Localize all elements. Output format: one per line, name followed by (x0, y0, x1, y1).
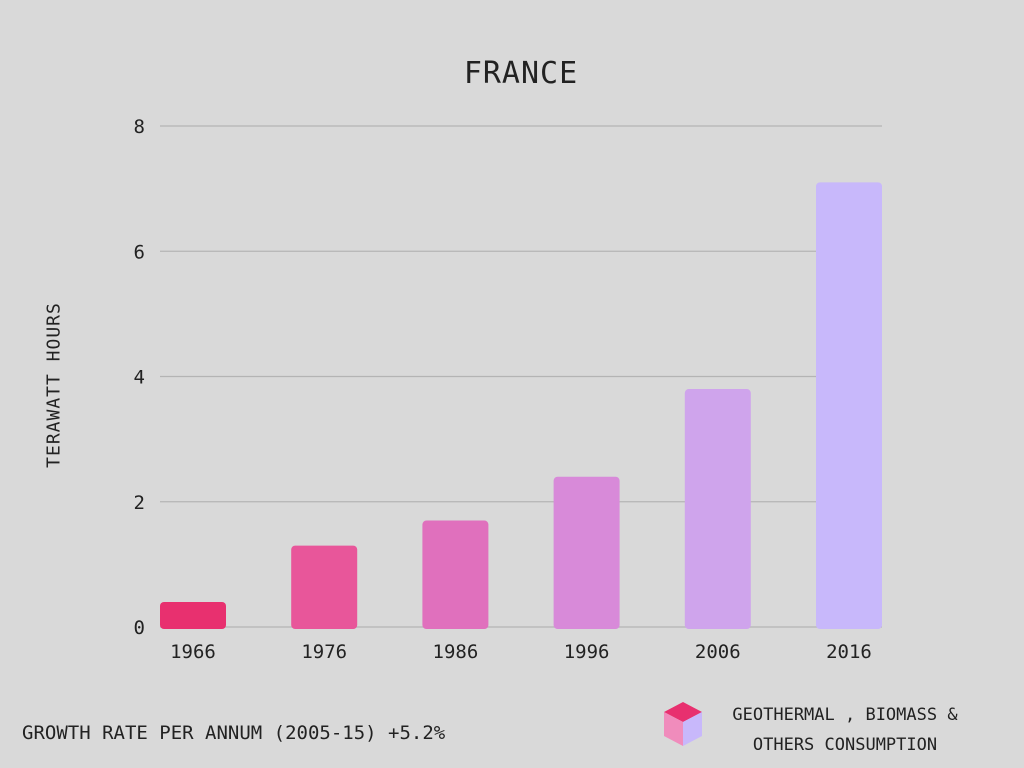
bar-2006 (684, 389, 751, 629)
y-tick-label: 6 (134, 241, 145, 263)
x-tick-label: 1986 (433, 641, 479, 663)
legend-cube-icon (664, 702, 702, 746)
legend-label-line-1: GEOTHERMAL , BIOMASS & (732, 705, 958, 725)
bar-2016 (816, 182, 882, 630)
bar-1986 (422, 520, 489, 629)
bars (160, 182, 882, 630)
y-tick-label: 8 (134, 116, 145, 138)
x-tick-labels: 1966 1976 1986 1996 2006 2016 (170, 641, 872, 663)
legend-label-line-2: OTHERS CONSUMPTION (752, 735, 938, 755)
y-tick-label: 4 (134, 367, 145, 389)
bar-1996 (553, 476, 620, 629)
x-tick-label: 1996 (564, 641, 610, 663)
bar-1966 (160, 601, 226, 629)
x-tick-label: 2006 (695, 641, 741, 663)
y-tick-label: 0 (134, 617, 145, 639)
grid-lines (160, 125, 882, 628)
x-tick-label: 1976 (301, 641, 347, 663)
y-tick-label: 2 (134, 492, 145, 514)
bar-1976 (291, 545, 358, 629)
y-axis-label: TERAWATT HOURS (43, 302, 65, 468)
chart-title: FRANCE (463, 56, 579, 91)
growth-rate-annotation: GROWTH RATE PER ANNUM (2005-15) +5.2% (22, 722, 446, 744)
legend-label: GEOTHERMAL , BIOMASS & OTHERS CONSUMPTIO… (714, 700, 976, 760)
y-tick-labels: 0 2 4 6 8 (134, 116, 145, 639)
x-tick-label: 1966 (170, 641, 216, 663)
x-tick-label: 2016 (826, 641, 872, 663)
